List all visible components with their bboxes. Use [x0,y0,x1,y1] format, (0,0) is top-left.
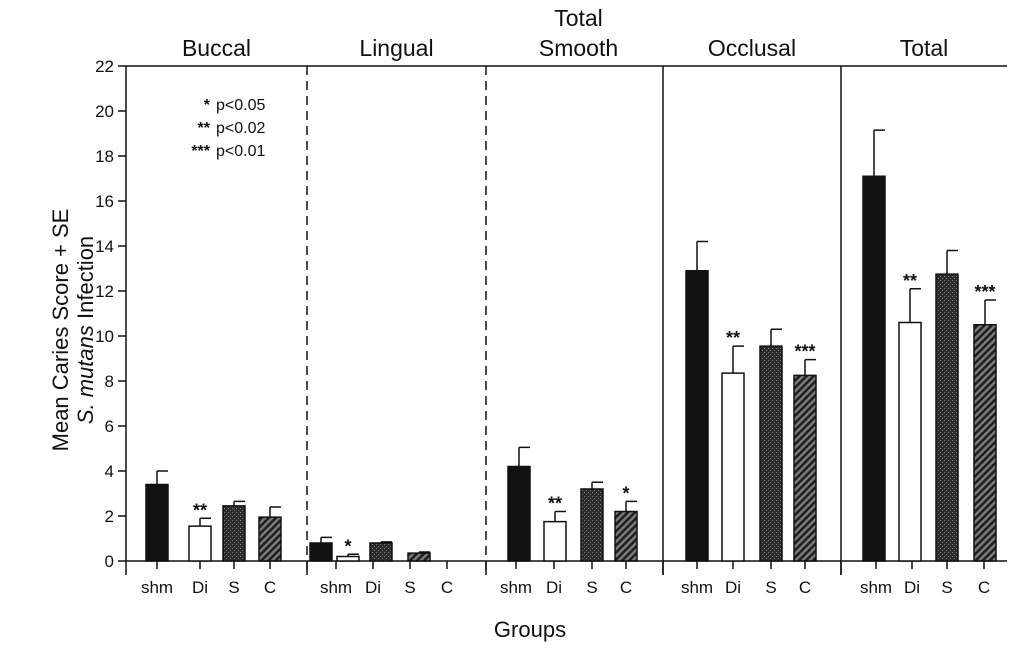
y-tick-label: 4 [105,462,114,481]
bar [580,488,604,562]
bar [898,321,922,562]
y-tick-label: 6 [105,417,114,436]
y-tick-label: 8 [105,372,114,391]
significance-marker: ** [903,271,917,291]
panel-title: Total [554,5,603,31]
legend-text: p<0.01 [216,143,266,160]
x-tick-label: S [228,578,239,597]
y-tick-label: 22 [95,57,114,76]
legend-text: p<0.05 [216,97,266,114]
significance-legend: * p<0.05 ** p<0.02 *** p<0.01 [168,94,265,163]
bar [258,516,282,562]
x-tick-label: C [620,578,632,597]
x-tick-label: C [799,578,811,597]
y-axis-label-line2: S. mutans Infection [73,236,99,424]
legend-stars: *** [191,143,210,160]
x-tick-label: shm [320,578,352,597]
bar [145,483,169,562]
legend-entry: * p<0.05 [168,94,266,117]
x-tick-label: C [264,578,276,597]
x-tick-label: S [586,578,597,597]
significance-marker: * [344,536,351,556]
significance-marker: *** [794,342,815,362]
x-tick-label: S [765,578,776,597]
bar [759,345,783,562]
x-tick-label: shm [500,578,532,597]
x-tick-label: Di [546,578,562,597]
bar [543,520,567,562]
x-tick-label: Di [192,578,208,597]
y-tick-label: 2 [105,507,114,526]
legend-text: p<0.02 [216,120,266,137]
bar [188,525,212,562]
x-tick-label: S [404,578,415,597]
species-name: S. mutans [73,325,98,425]
y-tick-label: 18 [95,147,114,166]
significance-marker: ** [193,500,207,520]
bar [507,465,531,562]
panel-title: Occlusal [708,35,796,61]
bar [407,552,431,562]
significance-marker: * [622,483,629,503]
bar [309,542,333,562]
y-tick-label: 16 [95,192,114,211]
bar [336,555,360,562]
panel-title: Buccal [182,35,251,61]
panel-title: Smooth [539,35,618,61]
x-tick-label: Di [725,578,741,597]
bar [614,510,638,562]
bar [685,270,709,562]
y-tick-label: 0 [105,552,114,571]
bar [973,324,997,562]
significance-marker: ** [548,494,562,514]
bar [793,374,817,562]
y-tick-label: 12 [95,282,114,301]
y-tick-label: 10 [95,327,114,346]
y-axis-label-suffix: Infection [73,235,98,326]
x-tick-label: C [441,578,453,597]
x-tick-label: S [941,578,952,597]
bar [935,273,959,562]
x-tick-label: shm [141,578,173,597]
x-tick-label: C [978,578,990,597]
x-tick-label: shm [860,578,892,597]
x-tick-label: Di [365,578,381,597]
y-tick-label: 14 [95,237,114,256]
panel-layer: Buccal Lingual Total Smooth Occlusal Total [182,5,948,575]
significance-marker: ** [726,328,740,348]
x-tick-label: Di [904,578,920,597]
bar [862,175,886,562]
legend-stars: * [203,97,210,114]
legend-entry: *** p<0.01 [168,140,265,163]
y-axis-label-line1: Mean Caries Score + SE [48,208,73,452]
bar [369,542,393,562]
bars-layer: **************** [145,129,997,562]
legend-stars: ** [197,120,210,137]
bar [721,372,745,562]
bar [222,505,246,562]
y-tick-label: 20 [95,102,114,121]
x-axis-label: Groups [493,617,567,642]
x-tick-label: shm [681,578,713,597]
legend-entry: ** p<0.02 [168,117,266,140]
panel-title: Total [900,35,949,61]
significance-marker: *** [974,282,995,302]
panel-title: Lingual [359,35,433,61]
